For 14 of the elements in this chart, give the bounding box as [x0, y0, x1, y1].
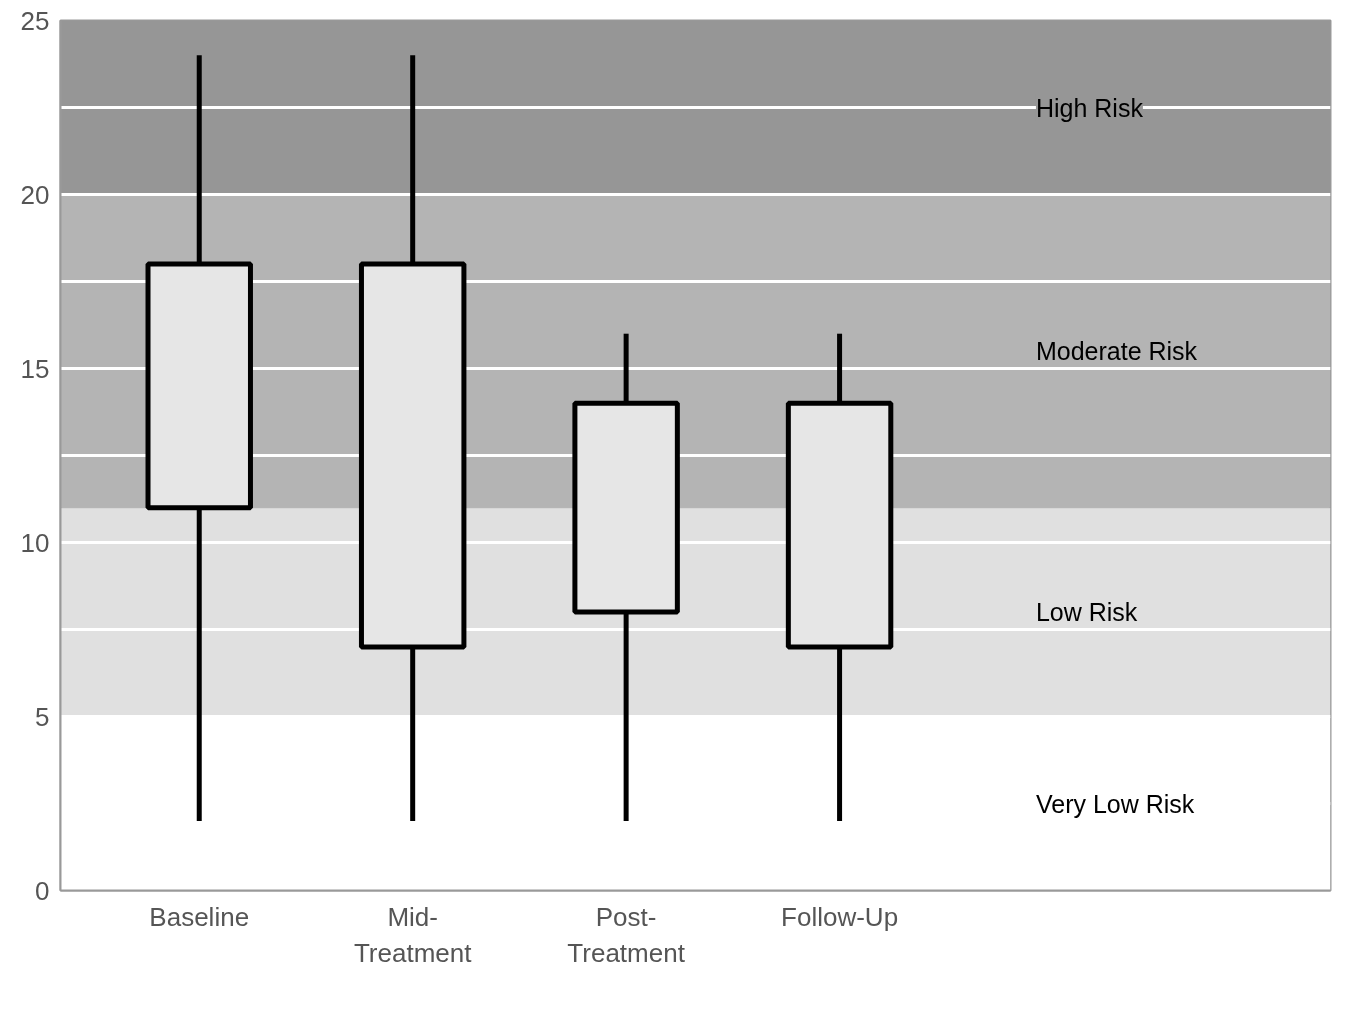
y-tick-label: 15	[20, 353, 50, 384]
x-tick-label: Baseline	[149, 901, 250, 932]
y-tick-label: 25	[20, 5, 50, 36]
band-label: High Risk	[1035, 93, 1144, 122]
x-tick-label: Follow-Up	[781, 901, 899, 932]
y-tick-label: 10	[20, 527, 50, 558]
band-label: Low Risk	[1035, 598, 1138, 627]
band-label: Moderate Risk	[1035, 337, 1198, 366]
x-tick-label: Mid- Treatment	[353, 901, 473, 968]
band-label: Very Low Risk	[1035, 789, 1195, 818]
y-tick-label: 20	[20, 179, 50, 210]
y-tick-label: 0	[35, 875, 50, 906]
x-tick-label: Post- Treatment	[567, 901, 686, 968]
y-tick-label: 5	[35, 701, 50, 732]
